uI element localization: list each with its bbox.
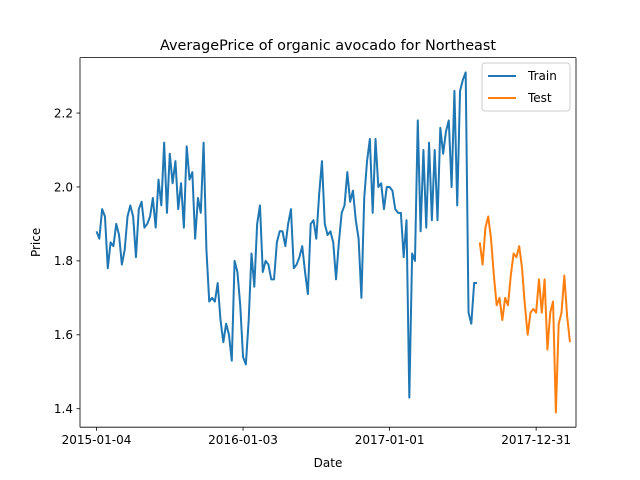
y-tick-label: 1.6	[54, 328, 73, 342]
x-tick-label: 2015-01-04	[62, 433, 132, 447]
series-line-test	[478, 215, 571, 414]
plot-area	[80, 57, 576, 428]
legend: Train Test	[481, 62, 571, 112]
series-layer	[95, 71, 571, 414]
y-axis-label: Price	[29, 228, 43, 257]
y-tick-label: 2.2	[54, 106, 73, 120]
x-axis-ticks: 2015-01-04 2016-01-03 2017-01-01 2017-12-31	[62, 427, 571, 447]
y-axis-ticks: 1.4 1.6 1.8 2.0 2.2	[54, 106, 80, 416]
legend-label-train: Train	[527, 69, 557, 83]
x-axis-label: Date	[314, 456, 343, 470]
chart-title: AveragePrice of organic avocado for Nort…	[160, 38, 496, 54]
y-tick-label: 1.8	[54, 254, 73, 268]
x-tick-label: 2017-01-01	[355, 433, 425, 447]
legend-label-test: Test	[527, 91, 552, 105]
y-tick-label: 1.4	[54, 402, 73, 416]
x-tick-label: 2017-12-31	[501, 433, 571, 447]
plot-frame	[79, 57, 577, 428]
series-line-train	[95, 71, 477, 399]
legend-box	[481, 62, 571, 112]
y-tick-label: 2.0	[54, 180, 73, 194]
x-tick-label: 2016-01-03	[208, 433, 278, 447]
